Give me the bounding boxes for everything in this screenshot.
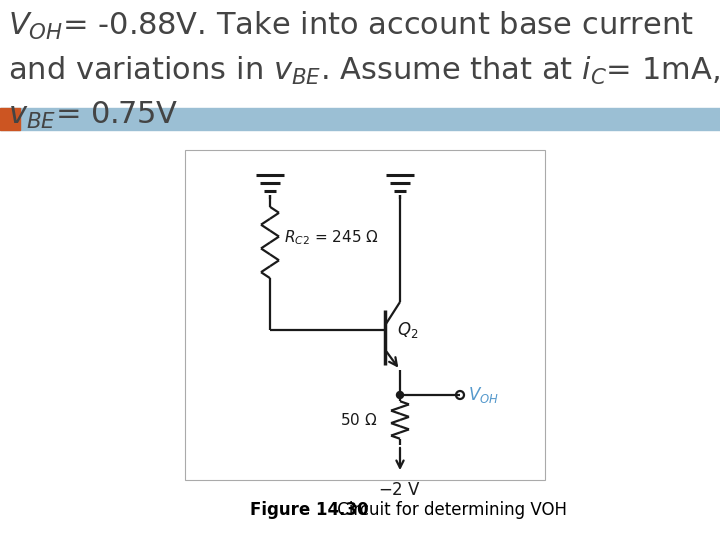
Text: $V_{OH}$= -0.88V. Take into account base current: $V_{OH}$= -0.88V. Take into account base… bbox=[8, 10, 694, 42]
Text: Figure 14.30: Figure 14.30 bbox=[250, 501, 369, 519]
Text: $R_{C2}$ = 245 $\Omega$: $R_{C2}$ = 245 $\Omega$ bbox=[284, 228, 379, 247]
Text: $V_{OH}$: $V_{OH}$ bbox=[468, 385, 499, 405]
Text: $Q_2$: $Q_2$ bbox=[397, 320, 418, 340]
Text: $v_{BE}$= 0.75V: $v_{BE}$= 0.75V bbox=[8, 100, 179, 131]
Bar bbox=[0, 108, 720, 130]
Text: $-2$ V: $-2$ V bbox=[379, 481, 421, 499]
Bar bbox=[0, 108, 20, 130]
Text: and variations in $v_{BE}$. Assume that at $i_C$= 1mA,: and variations in $v_{BE}$. Assume that … bbox=[8, 55, 720, 87]
Text: Circuit for determining VOH: Circuit for determining VOH bbox=[332, 501, 567, 519]
Text: 50 $\Omega$: 50 $\Omega$ bbox=[340, 412, 377, 428]
Circle shape bbox=[397, 392, 403, 399]
Bar bbox=[185, 150, 545, 480]
